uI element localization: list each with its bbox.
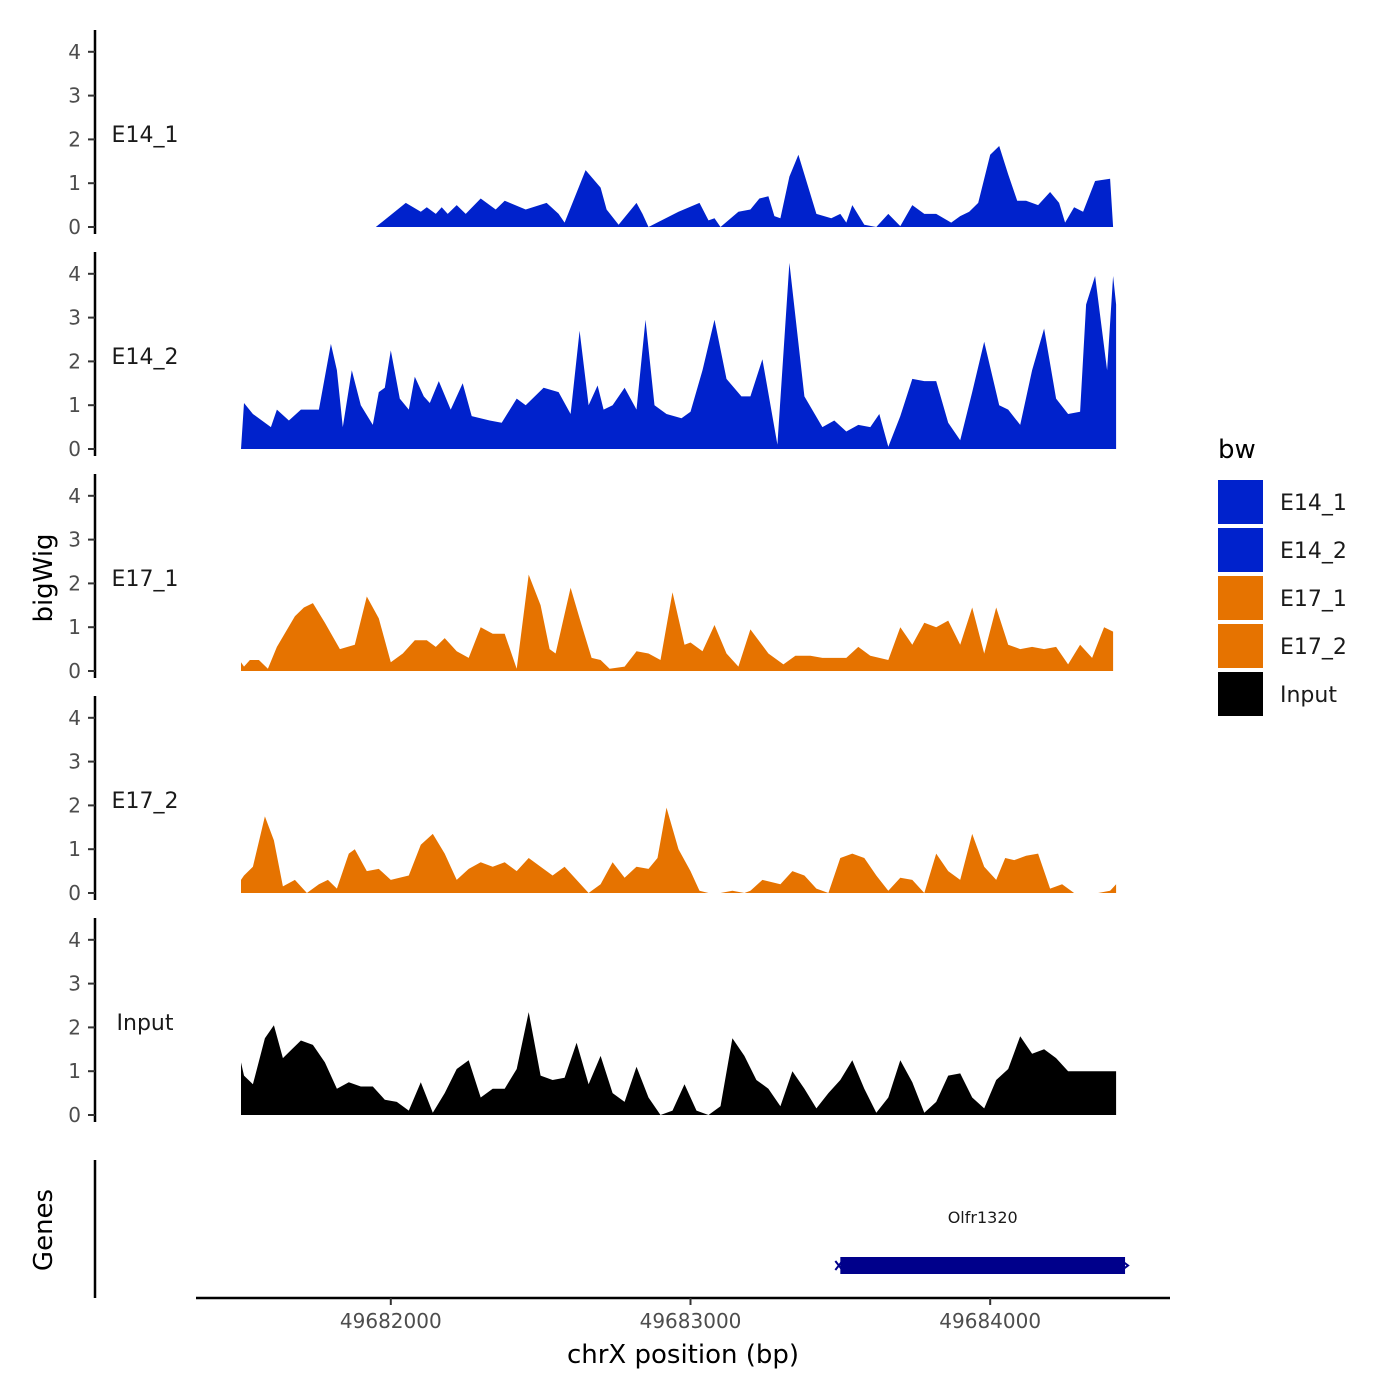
- y-tick-label: 1: [68, 1059, 81, 1083]
- track-E17_2: 0 1 2 3 4 E17_2: [68, 696, 1117, 905]
- y-tick-label: 0: [68, 881, 81, 905]
- track-E14_1: 0 1 2 3 4 E14_1: [68, 30, 1114, 239]
- track-label-E17_2: E17_2: [112, 789, 179, 814]
- gene-label: Olfr1320: [948, 1208, 1018, 1227]
- legend-entry-E17_1: E17_1: [1218, 576, 1347, 620]
- x-tick-label: 49683000: [640, 1309, 742, 1333]
- legend: bw E14_1 E14_2 E17_1 E17_2 Input: [1218, 435, 1347, 716]
- track-label-Input: Input: [117, 1011, 174, 1036]
- genes-axis-title: Genes: [29, 1189, 59, 1271]
- y-tick-label: 3: [68, 84, 81, 108]
- y-tick-label: 1: [68, 615, 81, 639]
- y-tick-label: 1: [68, 837, 81, 861]
- legend-swatch: [1218, 528, 1263, 572]
- legend-title: bw: [1218, 435, 1256, 465]
- x-axis: 49682000 49683000 49684000: [196, 1296, 1170, 1333]
- y-tick-label: 2: [68, 1015, 81, 1039]
- y-tick-label: 4: [68, 40, 81, 64]
- x-tick-label: 49684000: [939, 1309, 1041, 1333]
- track-label-E14_2: E14_2: [112, 345, 179, 370]
- legend-swatch: [1218, 672, 1263, 716]
- y-tick-label: 0: [68, 215, 81, 239]
- legend-entry-E14_2: E14_2: [1218, 528, 1347, 572]
- y-tick-label: 2: [68, 793, 81, 817]
- y-tick-label: 0: [68, 437, 81, 461]
- x-tick-label: 49682000: [340, 1309, 442, 1333]
- track-E14_2: 0 1 2 3 4 E14_2: [68, 252, 1117, 461]
- track-Input: 0 1 2 3 4 Input: [68, 918, 1117, 1127]
- gene-strand-arrow: [1121, 1260, 1130, 1271]
- legend-entry-E14_1: E14_1: [1218, 480, 1347, 524]
- legend-label: E14_2: [1280, 539, 1347, 564]
- legend-label: E17_1: [1280, 587, 1347, 612]
- legend-label: Input: [1280, 683, 1337, 708]
- y-axis-title: bigWig: [29, 533, 59, 622]
- x-axis-title: chrX position (bp): [567, 1340, 799, 1370]
- legend-label: E17_2: [1280, 635, 1347, 660]
- y-tick-label: 4: [68, 928, 81, 952]
- y-tick-label: 0: [68, 659, 81, 683]
- y-tick-label: 3: [68, 972, 81, 996]
- y-tick-label: 3: [68, 528, 81, 552]
- y-tick-label: 4: [68, 706, 81, 730]
- legend-label: E14_1: [1280, 491, 1347, 516]
- y-tick-label: 1: [68, 171, 81, 195]
- gene-body: [840, 1257, 1126, 1274]
- gene-panel: Olfr1320: [93, 1160, 1130, 1298]
- coverage-area-E14_2: [241, 262, 1117, 449]
- legend-swatch: [1218, 480, 1263, 524]
- y-tick-label: 3: [68, 750, 81, 774]
- track-E17_1: 0 1 2 3 4 E17_1: [68, 474, 1114, 683]
- coverage-area-E14_1: [375, 146, 1114, 227]
- y-tick-label: 2: [68, 349, 81, 373]
- coverage-area-E17_1: [241, 574, 1114, 671]
- coverage-area-E17_2: [241, 807, 1117, 893]
- coverage-tracks: 0 1 2 3 4 E14_1 0 1 2 3 4 E14_2 0 1 2 3 4 E17_1 0 1 2 3 4 E17_2…: [68, 30, 1117, 1127]
- legend-entry-E17_2: E17_2: [1218, 624, 1347, 668]
- gene-Olfr1320: Olfr1320: [834, 1208, 1130, 1274]
- track-label-E17_1: E17_1: [112, 567, 179, 592]
- y-tick-label: 2: [68, 571, 81, 595]
- track-label-E14_1: E14_1: [112, 123, 179, 148]
- coverage-area-Input: [241, 1012, 1117, 1115]
- gene-start-marker: [834, 1260, 844, 1271]
- legend-swatch: [1218, 576, 1263, 620]
- y-tick-label: 0: [68, 1103, 81, 1127]
- y-tick-label: 4: [68, 484, 81, 508]
- y-tick-label: 1: [68, 393, 81, 417]
- y-tick-label: 4: [68, 262, 81, 286]
- y-tick-label: 3: [68, 306, 81, 330]
- y-tick-label: 2: [68, 127, 81, 151]
- legend-entry-Input: Input: [1218, 672, 1337, 716]
- legend-swatch: [1218, 624, 1263, 668]
